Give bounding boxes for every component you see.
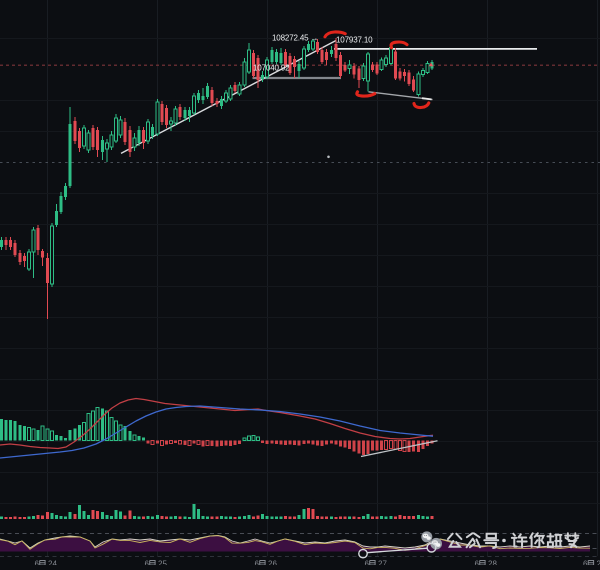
svg-text:107937.10: 107937.10 — [336, 36, 373, 45]
svg-text:25: 25 — [158, 559, 167, 565]
svg-text:6: 6 — [255, 559, 260, 565]
svg-text:6: 6 — [35, 559, 40, 565]
svg-text:28: 28 — [488, 559, 497, 565]
svg-text:27: 27 — [378, 559, 387, 565]
svg-text:6: 6 — [145, 559, 150, 565]
svg-text:6: 6 — [365, 559, 370, 565]
svg-text:24: 24 — [48, 559, 57, 565]
svg-text:26: 26 — [268, 559, 277, 565]
svg-text:29: 29 — [597, 559, 600, 565]
svg-text:6: 6 — [583, 559, 588, 565]
svg-text:108272.45 →: 108272.45 → — [272, 33, 318, 42]
svg-text:6: 6 — [475, 559, 480, 565]
svg-text:107040.92: 107040.92 — [253, 63, 290, 72]
